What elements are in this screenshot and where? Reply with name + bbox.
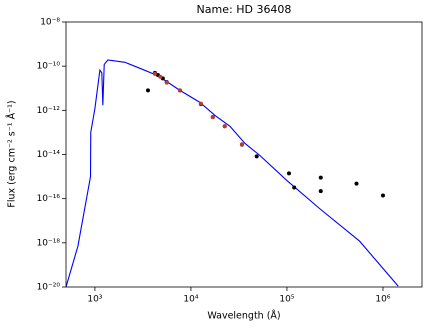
data-point <box>222 124 227 129</box>
y-tick-label: 10⁻¹⁰ <box>37 62 61 72</box>
data-point <box>318 175 323 180</box>
plot-area <box>66 59 399 287</box>
data-point <box>145 88 150 93</box>
data-point <box>318 189 323 194</box>
data-point <box>164 80 169 85</box>
x-axis-label: Wavelength (Å) <box>207 310 280 322</box>
y-tick-label: 10⁻¹² <box>37 106 61 116</box>
y-axis-label: Flux (erg cm⁻² s⁻¹ Å⁻¹) <box>6 100 18 207</box>
chart-title: Name: HD 36408 <box>197 3 292 16</box>
data-point <box>354 181 359 186</box>
x-tick-label: 10⁵ <box>279 295 294 305</box>
y-tick-label: 10⁻¹⁶ <box>37 194 61 204</box>
data-point <box>152 71 157 76</box>
y-tick-label: 10⁻¹⁴ <box>37 150 61 160</box>
data-point <box>239 142 244 147</box>
x-tick-label: 10⁴ <box>183 295 198 305</box>
y-tick-label: 10⁻¹⁸ <box>37 238 61 248</box>
data-point <box>292 185 297 190</box>
data-point <box>177 88 182 93</box>
data-point <box>158 74 163 79</box>
y-tick-label: 10⁻⁸ <box>40 18 60 28</box>
plot-frame <box>65 21 423 288</box>
data-point <box>198 101 203 106</box>
y-tick-label: 10⁻²⁰ <box>37 283 61 293</box>
data-point <box>286 171 291 176</box>
data-point <box>380 193 385 198</box>
data-point <box>254 154 259 159</box>
x-tick-label: 10³ <box>87 295 102 305</box>
x-tick-label: 10⁶ <box>375 295 390 305</box>
data-point <box>210 114 215 119</box>
model-line <box>66 59 399 287</box>
